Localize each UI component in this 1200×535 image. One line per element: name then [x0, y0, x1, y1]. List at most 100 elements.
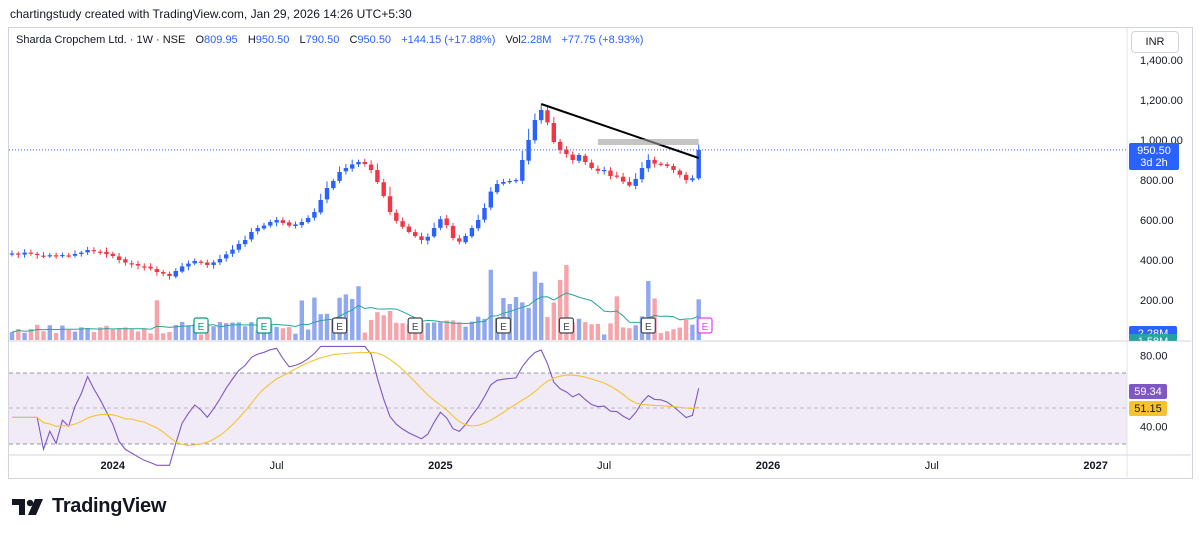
candle — [658, 163, 664, 165]
time-tick-label: Jul — [925, 460, 939, 472]
candle — [501, 182, 506, 184]
earnings-marker-label: E — [645, 322, 652, 333]
volume-bar — [161, 333, 166, 340]
candle — [28, 252, 34, 254]
tradingview-logo-icon — [12, 498, 43, 515]
volume-bar — [469, 321, 475, 340]
trendline — [540, 103, 700, 159]
volume-bar — [576, 318, 582, 340]
candle — [476, 220, 481, 229]
candle — [261, 225, 267, 229]
earnings-marker: E — [697, 317, 713, 334]
low-label: L — [299, 34, 306, 46]
candle — [614, 175, 619, 177]
volume-bar — [324, 313, 330, 340]
symbol-title[interactable]: Sharda Cropchem Ltd. · 1W · NSE — [16, 34, 186, 46]
volume-layer — [9, 265, 701, 340]
candle — [595, 168, 601, 171]
price-tick-label: 1,200.00 — [1140, 95, 1183, 107]
candle — [98, 251, 103, 253]
ohlc-legend: Sharda Cropchem Ltd. · 1W · NSE O809.95 … — [16, 34, 643, 46]
candle — [211, 262, 216, 265]
volume-bar — [211, 326, 216, 340]
earnings-marker-box — [495, 317, 511, 334]
candle — [406, 226, 412, 232]
earnings-marker: E — [640, 317, 656, 334]
earnings-marker-box — [332, 317, 348, 334]
candle — [356, 162, 361, 165]
candle — [192, 261, 197, 264]
candle — [35, 253, 40, 256]
candle — [362, 161, 367, 164]
volume-bar — [362, 332, 367, 340]
earnings-marker-box — [193, 317, 209, 334]
volume-bar — [343, 294, 349, 340]
volume-bar — [148, 333, 153, 340]
last-price-value: 950.50 — [1137, 145, 1171, 157]
candle — [690, 178, 695, 181]
candle — [123, 259, 128, 263]
volume-bar — [356, 286, 361, 340]
volume-bar — [217, 322, 223, 340]
candle — [652, 159, 657, 164]
candle — [343, 168, 349, 172]
volume-bar — [230, 322, 235, 340]
volume-bar — [9, 332, 15, 340]
volume-bar — [255, 330, 260, 340]
volume-bar — [387, 310, 393, 340]
volume-bar — [595, 323, 601, 340]
candle — [494, 184, 500, 193]
candle — [9, 253, 15, 255]
volume-ma-value: 1.58M — [1138, 336, 1169, 348]
volume-bar — [520, 302, 525, 340]
rsi-line — [12, 345, 700, 466]
volume-bar — [532, 271, 538, 340]
volume-bar — [98, 327, 103, 340]
candle — [236, 244, 241, 250]
candle — [280, 220, 286, 223]
price-tick-label: 1,400.00 — [1140, 55, 1183, 67]
candle — [646, 160, 651, 169]
high-label: H — [247, 34, 256, 46]
candle — [381, 182, 386, 196]
volume-bar — [154, 300, 160, 340]
tradingview-logo-text: TradingView — [52, 495, 167, 517]
earnings-marker: E — [332, 317, 348, 334]
candle — [608, 170, 613, 176]
volume-bar — [450, 320, 456, 340]
volume-bar — [104, 325, 109, 340]
currency-button[interactable]: INR — [1131, 31, 1179, 53]
volume-bar — [53, 333, 59, 340]
candle — [551, 123, 556, 142]
open-value: 809.95 — [204, 34, 238, 46]
candle — [242, 240, 248, 245]
time-tick-label: Jul — [270, 460, 284, 472]
volume-bar — [463, 326, 468, 340]
candle — [142, 266, 147, 268]
rsi-band — [9, 373, 1127, 444]
volume-bar — [375, 312, 380, 340]
volume-bar — [293, 333, 298, 340]
volume-bar — [513, 297, 519, 340]
resistance-zone — [597, 139, 699, 145]
volume-bar — [274, 326, 279, 340]
overlay-layer — [9, 103, 1127, 159]
volume-bar — [72, 331, 78, 340]
candle — [602, 170, 607, 172]
earnings-marker-box — [407, 317, 423, 334]
candle — [532, 120, 538, 141]
candle — [205, 262, 210, 265]
tradingview-logo[interactable]: TradingView — [12, 495, 166, 518]
volume-bar — [28, 328, 34, 340]
volume-bar — [614, 296, 619, 340]
price-tick-label: 600.00 — [1140, 215, 1174, 227]
candle — [620, 176, 626, 182]
last-price-badge: 950.50 3d 2h — [1129, 143, 1179, 170]
candle — [683, 174, 689, 180]
candle — [400, 221, 405, 227]
candle — [350, 164, 355, 169]
countdown-value: 3d 2h — [1140, 157, 1168, 169]
earnings-marker-label: E — [261, 322, 268, 333]
volume-bar — [318, 314, 323, 340]
